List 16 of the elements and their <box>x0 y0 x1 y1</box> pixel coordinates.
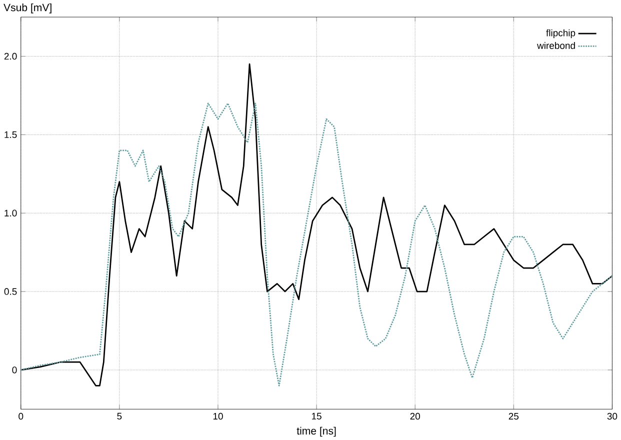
legend-label: wirebond <box>537 42 575 49</box>
y-tick-label: 2.0 <box>4 52 17 60</box>
y-tick-label: 0.5 <box>4 288 17 295</box>
x-tick-label: 15 <box>312 412 322 420</box>
legend-label: flipchip <box>546 29 576 38</box>
x-tick-label: 20 <box>410 412 420 420</box>
x-tick-label: 10 <box>213 412 223 420</box>
x-tick-label: 5 <box>117 412 122 420</box>
x-tick-label: 0 <box>18 412 24 420</box>
y-tick-label: 1.5 <box>4 131 17 138</box>
y-tick-label: 1.0 <box>4 210 17 216</box>
y-axis-title: Vsub [mV] <box>4 3 52 14</box>
x-tick-label: 25 <box>508 412 519 420</box>
x-axis-title: time [ns] <box>296 426 336 437</box>
x-tick-label: 30 <box>607 412 618 420</box>
y-tick-label: 0 <box>12 366 17 374</box>
